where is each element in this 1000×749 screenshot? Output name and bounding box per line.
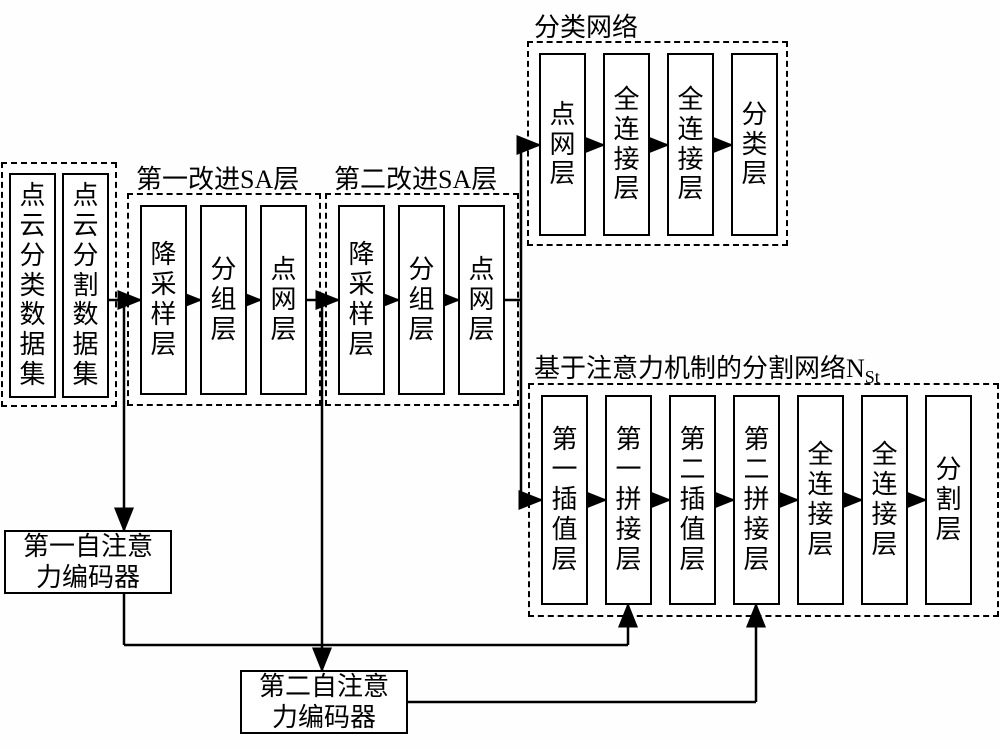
box-enc2: 第二自注意力编码器	[240, 670, 408, 734]
group-seg-title: 基于注意力机制的分割网络NSt	[534, 348, 880, 388]
box-sa1_c: 点网层	[260, 205, 307, 395]
box-in1: 点云分类数据集	[9, 173, 56, 398]
box-cls_b: 全连接层	[603, 53, 650, 236]
box-cls_c: 全连接层	[667, 53, 714, 236]
box-enc1: 第一自注意力编码器	[4, 530, 172, 594]
box-sa1_a: 降采样层	[140, 205, 187, 395]
box-seg_d: 第二拼接层	[733, 395, 780, 605]
box-seg_g: 分割层	[925, 395, 972, 605]
box-cls_d: 分类层	[731, 53, 778, 236]
box-sa1_b: 分组层	[200, 205, 247, 395]
group-sa2-title: 第二改进SA层	[334, 159, 497, 196]
group-sa1-title: 第一改进SA层	[136, 159, 299, 196]
box-in2: 点云分割数据集	[62, 173, 109, 398]
group-cls-title: 分类网络	[534, 7, 638, 44]
box-sa2_c: 点网层	[458, 205, 505, 395]
box-sa2_a: 降采样层	[338, 205, 385, 395]
box-seg_b: 第一拼接层	[605, 395, 652, 605]
box-seg_a: 第一插值层	[541, 395, 588, 605]
box-cls_a: 点网层	[539, 53, 586, 236]
box-seg_f: 全连接层	[861, 395, 908, 605]
box-seg_e: 全连接层	[797, 395, 844, 605]
box-sa2_b: 分组层	[398, 205, 445, 395]
box-seg_c: 第二插值层	[669, 395, 716, 605]
